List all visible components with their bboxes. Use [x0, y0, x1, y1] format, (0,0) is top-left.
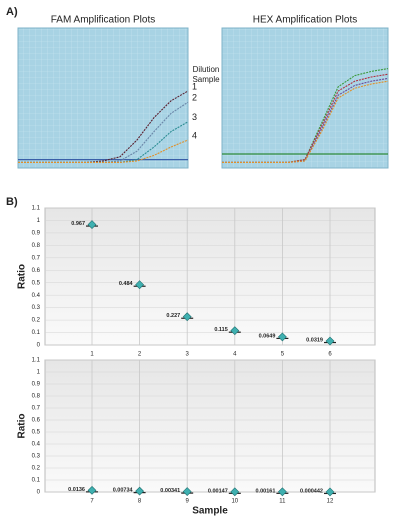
y-tick-label: 1	[37, 370, 41, 376]
y-tick-label: 0.6	[32, 268, 41, 274]
value-label: 0.967	[71, 221, 85, 227]
x-tick-label: 8	[138, 499, 142, 505]
value-label: 0.00161	[256, 488, 276, 494]
y-tick-label: 0	[37, 490, 41, 496]
y-tick-label: 0.7	[32, 406, 41, 412]
y-tick-label: 0.5	[32, 430, 41, 436]
y-tick-label: 0.9	[32, 382, 41, 388]
y-tick-label: 0.8	[32, 394, 41, 400]
marker	[135, 486, 145, 496]
y-tick-label: 0.9	[32, 230, 41, 236]
y-tick-label: 0	[37, 343, 41, 349]
series-label: 2	[192, 93, 197, 103]
marker	[182, 312, 192, 322]
y-tick-label: 0.8	[32, 243, 41, 249]
x-tick-label: 5	[281, 352, 285, 358]
plot-area	[221, 27, 389, 169]
y-tick-label: 1.1	[32, 206, 41, 212]
annotation: Dilution Sample	[192, 65, 220, 84]
plot-area	[44, 207, 376, 346]
chart-title: FAM Amplification Plots	[51, 15, 155, 26]
y-tick-label: 0.5	[32, 280, 41, 286]
value-label: 0.00147	[208, 488, 228, 494]
x-tick-label: 12	[327, 499, 334, 505]
y-tick-label: 0.2	[32, 466, 41, 472]
value-label: 0.00734	[113, 488, 134, 494]
curve	[222, 80, 389, 163]
value-label: 0.0649	[259, 333, 276, 339]
y-tick-label: 0.3	[32, 454, 41, 460]
x-tick-label: 6	[328, 352, 332, 358]
x-tick-label: 2	[138, 352, 142, 358]
marker	[325, 487, 335, 497]
y-tick-label: 1	[37, 218, 41, 224]
chart-title: HEX Amplification Plots	[253, 15, 358, 26]
plot-area	[44, 359, 376, 493]
marker	[230, 326, 240, 336]
x-tick-label: 10	[231, 499, 238, 505]
marker	[87, 220, 97, 229]
panel-label: B)	[6, 196, 18, 208]
marker	[325, 336, 335, 346]
y-tick-label: 0.4	[32, 442, 41, 448]
curve	[18, 139, 189, 163]
x-tick-label: 9	[186, 499, 190, 505]
value-label: 0.00341	[160, 488, 180, 494]
value-label: 0.000442	[300, 488, 323, 494]
series-label: 1	[192, 81, 197, 91]
panel-label: A)	[6, 6, 18, 18]
x-tick-label: 7	[90, 499, 94, 505]
y-tick-label: 0.4	[32, 293, 41, 299]
marker	[135, 280, 145, 290]
x-axis-label: Sample	[192, 506, 228, 517]
marker	[277, 487, 287, 497]
marker	[182, 487, 192, 497]
series-label: 3	[192, 112, 197, 122]
value-label: 0.115	[214, 327, 227, 333]
y-tick-label: 0.7	[32, 255, 41, 261]
y-tick-label: 0.1	[32, 478, 41, 484]
value-label: 0.484	[119, 281, 134, 287]
value-label: 0.227	[166, 313, 180, 319]
y-tick-label: 0.6	[32, 418, 41, 424]
x-tick-label: 1	[90, 352, 94, 358]
x-tick-label: 11	[279, 499, 286, 505]
series-label: 4	[192, 130, 197, 140]
marker	[87, 485, 97, 495]
y-tick-label: 0.1	[32, 330, 41, 336]
y-tick-label: 0.2	[32, 318, 41, 324]
value-label: 0.0136	[68, 487, 85, 493]
y-tick-label: 0.3	[32, 305, 41, 311]
value-label: 0.0319	[306, 337, 323, 343]
y-axis-label: Ratio	[17, 264, 28, 289]
y-axis-label: Ratio	[17, 414, 28, 439]
x-tick-label: 3	[186, 352, 190, 358]
marker	[277, 332, 287, 342]
marker	[230, 487, 240, 497]
plot-area	[17, 27, 189, 169]
x-tick-label: 4	[233, 352, 237, 358]
y-tick-label: 1.1	[32, 358, 41, 364]
